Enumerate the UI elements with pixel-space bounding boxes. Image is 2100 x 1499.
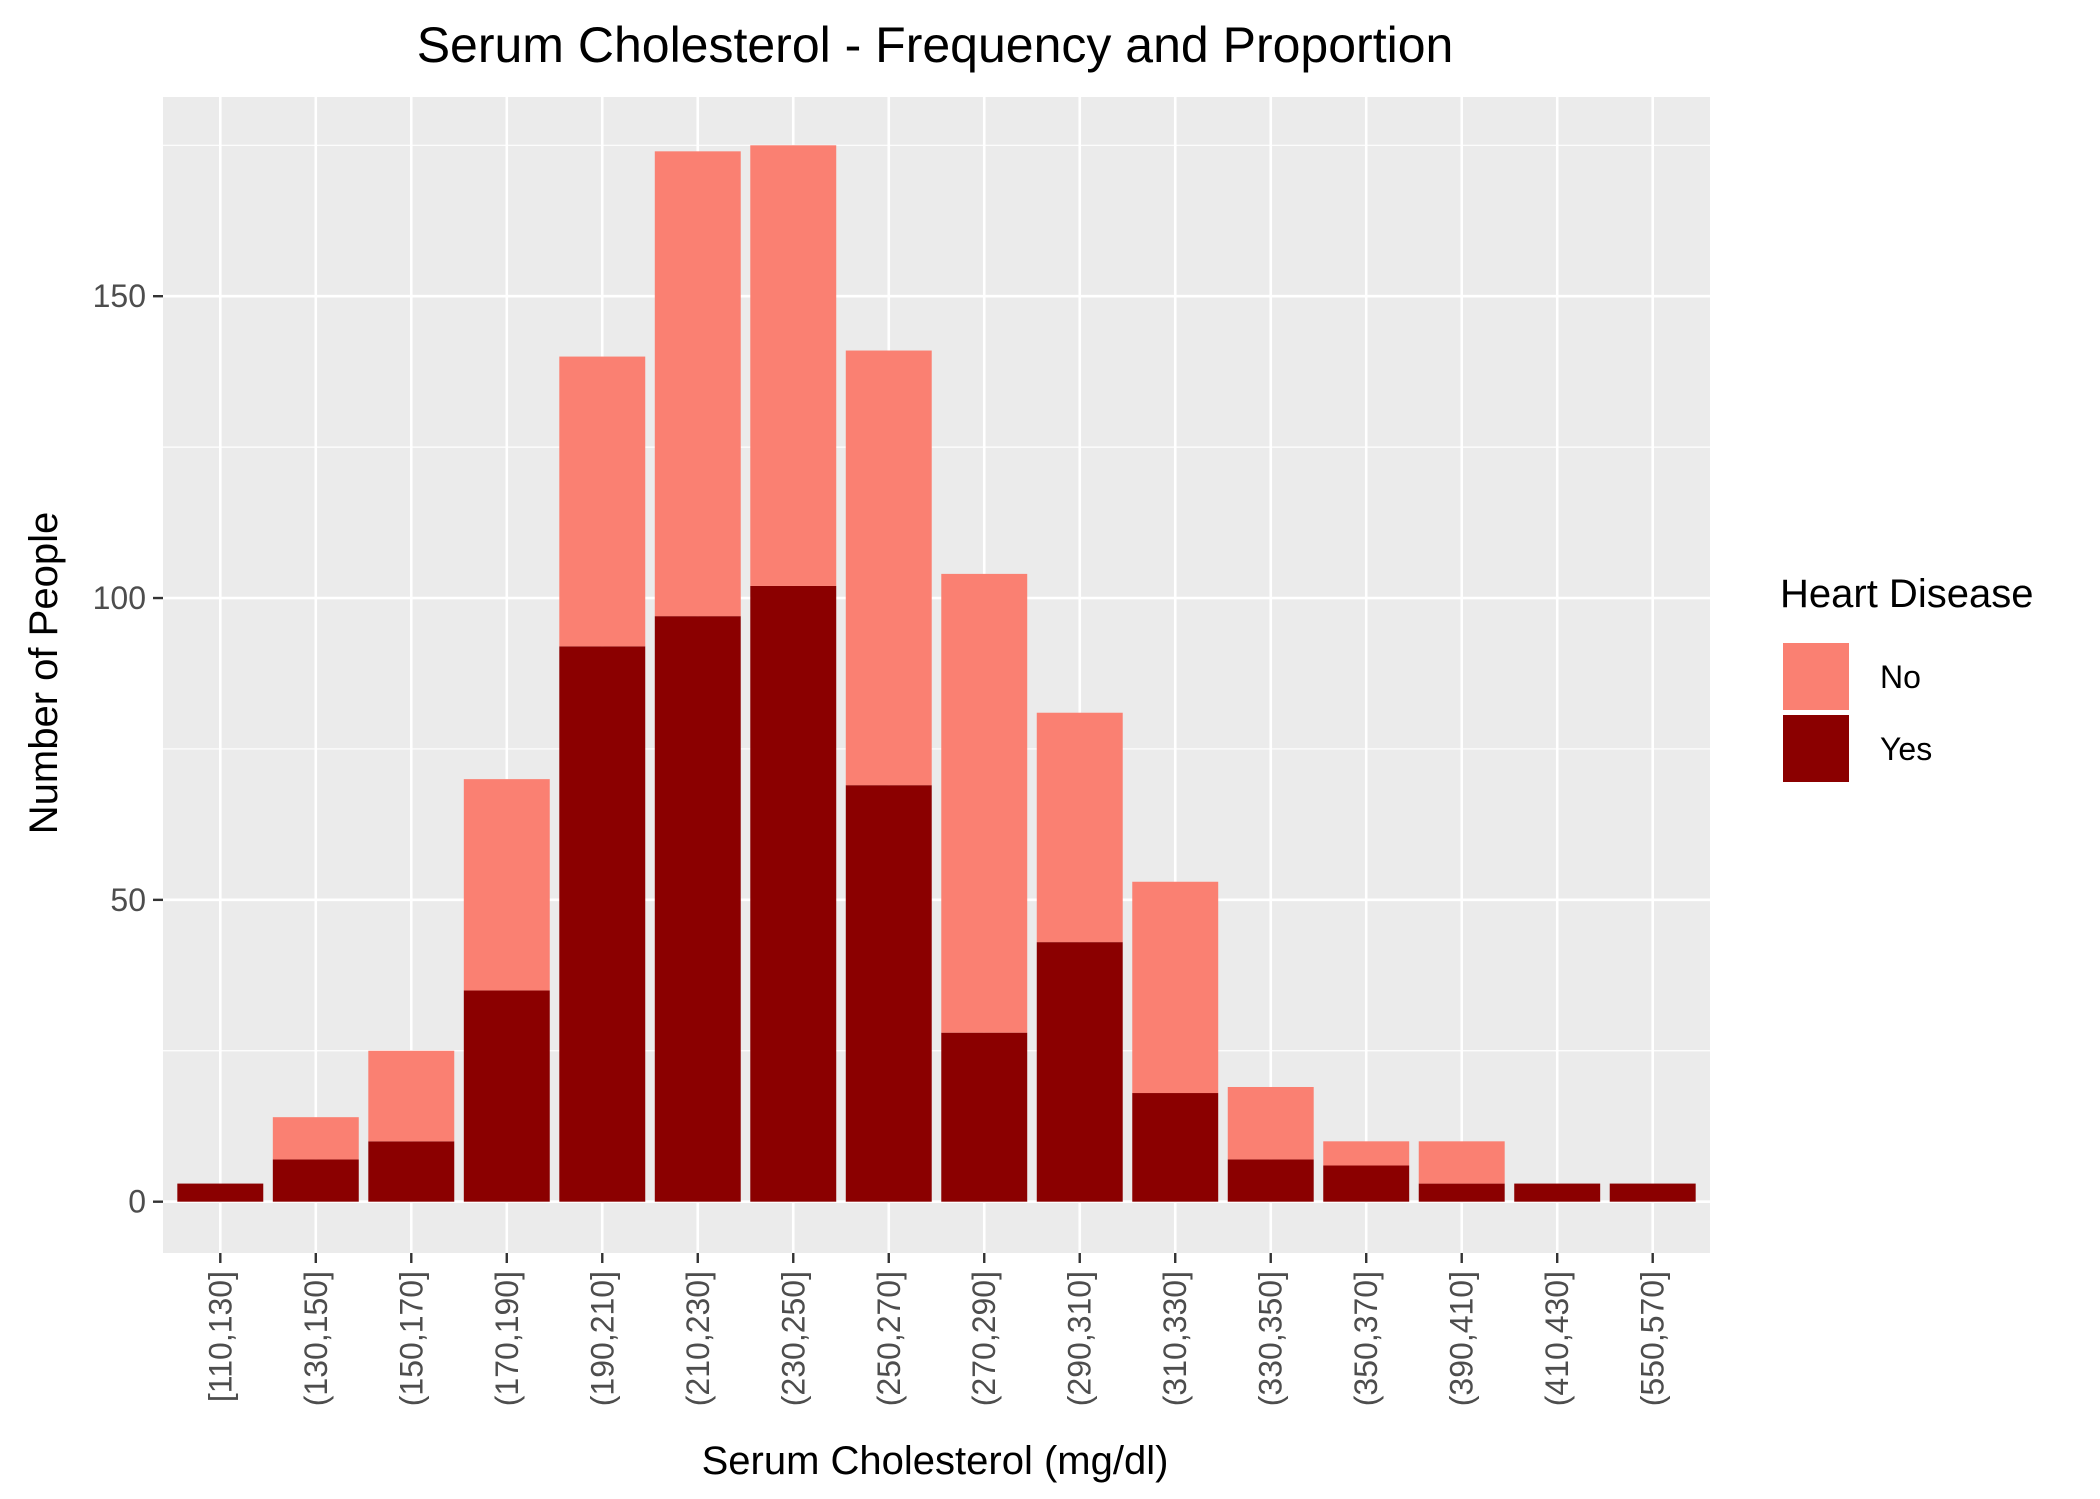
x-tick-label: (130,150] <box>298 1271 334 1406</box>
bar-no-4 <box>559 356 646 647</box>
bar-yes-6 <box>750 585 837 1202</box>
x-tick-label: (330,350] <box>1253 1271 1289 1406</box>
chart-title: Serum Cholesterol - Frequency and Propor… <box>417 17 1454 73</box>
x-tick-label: (230,250] <box>775 1271 811 1406</box>
bar-yes-11 <box>1227 1159 1314 1202</box>
legend: Heart Disease No Yes <box>1780 572 2033 782</box>
y-axis-title: Number of People <box>22 512 66 834</box>
bar-yes-13 <box>1418 1183 1505 1202</box>
y-tick-label: 0 <box>128 1184 146 1220</box>
bar-no-3 <box>463 779 550 991</box>
bars <box>177 145 1696 1202</box>
x-tick-label: (170,190] <box>489 1271 525 1406</box>
y-tick-label: 100 <box>93 580 146 616</box>
x-tick-label: (270,290] <box>966 1271 1002 1406</box>
bar-yes-14 <box>1514 1183 1601 1202</box>
bar-no-2 <box>368 1050 455 1142</box>
x-tick-label: (410,430] <box>1539 1271 1575 1406</box>
x-axis: [110,130] (130,150] (150,170] (170,190] (190… <box>202 1253 1671 1406</box>
x-tick-label: (290,310] <box>1062 1271 1098 1406</box>
x-tick-label: (190,210] <box>584 1271 620 1406</box>
y-axis: 0 50 100 150 <box>93 278 163 1220</box>
x-tick-label: (310,330] <box>1157 1271 1193 1406</box>
x-tick-label: (210,230] <box>680 1271 716 1406</box>
bar-yes-15 <box>1609 1183 1696 1202</box>
legend-label-no: No <box>1880 659 1921 695</box>
legend-entries: No Yes <box>1783 643 1932 782</box>
bar-no-9 <box>1036 712 1123 943</box>
bar-no-11 <box>1227 1086 1314 1160</box>
bar-yes-1 <box>272 1159 359 1202</box>
bar-no-6 <box>750 145 837 586</box>
x-tick-label: (250,270] <box>871 1271 907 1406</box>
bar-yes-5 <box>654 616 741 1202</box>
x-tick-label: (550,570] <box>1635 1271 1671 1406</box>
y-tick-label: 50 <box>110 882 146 918</box>
bar-no-5 <box>654 151 741 617</box>
bar-no-8 <box>941 573 1028 1033</box>
legend-swatch-yes <box>1783 715 1849 782</box>
bar-no-7 <box>845 350 932 786</box>
bar-yes-0 <box>177 1183 264 1202</box>
bar-no-1 <box>272 1117 359 1160</box>
bar-yes-3 <box>463 990 550 1202</box>
bar-yes-2 <box>368 1141 455 1202</box>
bar-yes-7 <box>845 785 932 1202</box>
x-axis-title: Serum Cholesterol (mg/dl) <box>702 1439 1169 1483</box>
bar-yes-4 <box>559 646 646 1202</box>
bar-yes-12 <box>1323 1165 1410 1202</box>
x-tick-label: (150,170] <box>393 1271 429 1406</box>
bar-yes-8 <box>941 1032 1028 1202</box>
bar-no-10 <box>1132 881 1219 1094</box>
bar-yes-9 <box>1036 942 1123 1202</box>
legend-label-yes: Yes <box>1880 731 1932 767</box>
x-tick-label: [110,130] <box>202 1271 238 1402</box>
bar-yes-10 <box>1132 1093 1219 1202</box>
x-tick-label: (350,370] <box>1348 1271 1384 1406</box>
x-tick-label: (390,410] <box>1444 1271 1480 1406</box>
bar-no-12 <box>1323 1141 1410 1166</box>
legend-title: Heart Disease <box>1780 572 2033 616</box>
y-tick-label: 150 <box>93 278 146 314</box>
legend-swatch-no <box>1783 643 1849 710</box>
bar-no-13 <box>1418 1141 1505 1184</box>
